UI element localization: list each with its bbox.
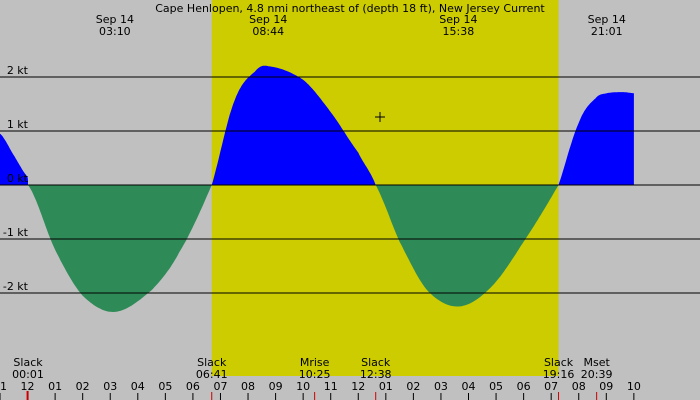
extremum-time: 21:01	[591, 25, 623, 38]
hour-tick-label: 03	[434, 380, 448, 393]
hour-tick-label: 01	[48, 380, 62, 393]
event-name: Slack	[13, 356, 43, 369]
chart-title: Cape Henlopen, 4.8 nmi northeast of (dep…	[155, 2, 545, 15]
hour-tick-label: 05	[489, 380, 503, 393]
event-time: 06:41	[196, 368, 228, 381]
event-name: Mrise	[300, 356, 330, 369]
extremum-date: Sep 14	[588, 13, 626, 26]
event-time: 10:25	[299, 368, 331, 381]
crosshair-marker	[375, 112, 385, 122]
hour-tick-label: 07	[544, 380, 558, 393]
hour-tick-label: 04	[131, 380, 145, 393]
extremum-time: 15:38	[443, 25, 475, 38]
event-time: 12:38	[360, 368, 392, 381]
ebb-area	[0, 185, 634, 312]
ebb-current-area	[0, 185, 634, 312]
hour-tick-label: 02	[76, 380, 90, 393]
flood-current-area	[0, 65, 634, 185]
hour-tick-label: 04	[462, 380, 476, 393]
hour-tick-label: 12	[351, 380, 365, 393]
event-time: 00:01	[12, 368, 44, 381]
extremum-date: Sep 14	[249, 13, 287, 26]
hour-tick-label: 05	[158, 380, 172, 393]
event-name: Slack	[197, 356, 227, 369]
event-labels: Slack00:01Slack06:41Mrise10:25Slack12:38…	[12, 356, 613, 400]
extremum-date: Sep 14	[439, 13, 477, 26]
event-name: Slack	[544, 356, 574, 369]
hour-tick-label: 08	[241, 380, 255, 393]
event-time: 19:16	[543, 368, 575, 381]
y-tick-label: 0 kt	[7, 172, 29, 185]
extremum-time: 03:10	[99, 25, 131, 38]
y-tick-label: -2 kt	[3, 280, 29, 293]
grid-lines	[0, 76, 700, 294]
hour-tick-label: 10	[296, 380, 310, 393]
y-tick-label: 2 kt	[7, 64, 29, 77]
y-axis-tick-labels: 2 kt 1 kt 0 kt -1 kt -2 kt	[0, 64, 29, 294]
hour-tick-label: 07	[213, 380, 227, 393]
hour-tick-label: 09	[599, 380, 613, 393]
hour-tick-label: 06	[517, 380, 531, 393]
hour-tick-label: 09	[269, 380, 283, 393]
event-name: Slack	[361, 356, 391, 369]
hour-tick-label: 10	[627, 380, 641, 393]
hour-tick-label: 11	[324, 380, 338, 393]
hour-tick-label: 12	[21, 380, 35, 393]
hour-tick-label: 03	[103, 380, 117, 393]
event-time: 20:39	[581, 368, 613, 381]
hour-tick-label: 08	[572, 380, 586, 393]
hour-tick-label: 06	[186, 380, 200, 393]
y-tick-label: -1 kt	[3, 226, 29, 239]
hour-axis: 11 12 01 02 03 04 05 06 07 08 09 10 11 12 01 02 03 04 05 06…	[0, 380, 641, 400]
event-name: Mset	[583, 356, 610, 369]
extremum-date: Sep 14	[96, 13, 134, 26]
extremum-time: 08:44	[252, 25, 284, 38]
y-tick-label: 1 kt	[7, 118, 29, 131]
flood-area	[0, 65, 634, 185]
hour-tick-label: 11	[0, 380, 7, 393]
hour-tick-label: 02	[406, 380, 420, 393]
hour-tick-label: 01	[379, 380, 393, 393]
